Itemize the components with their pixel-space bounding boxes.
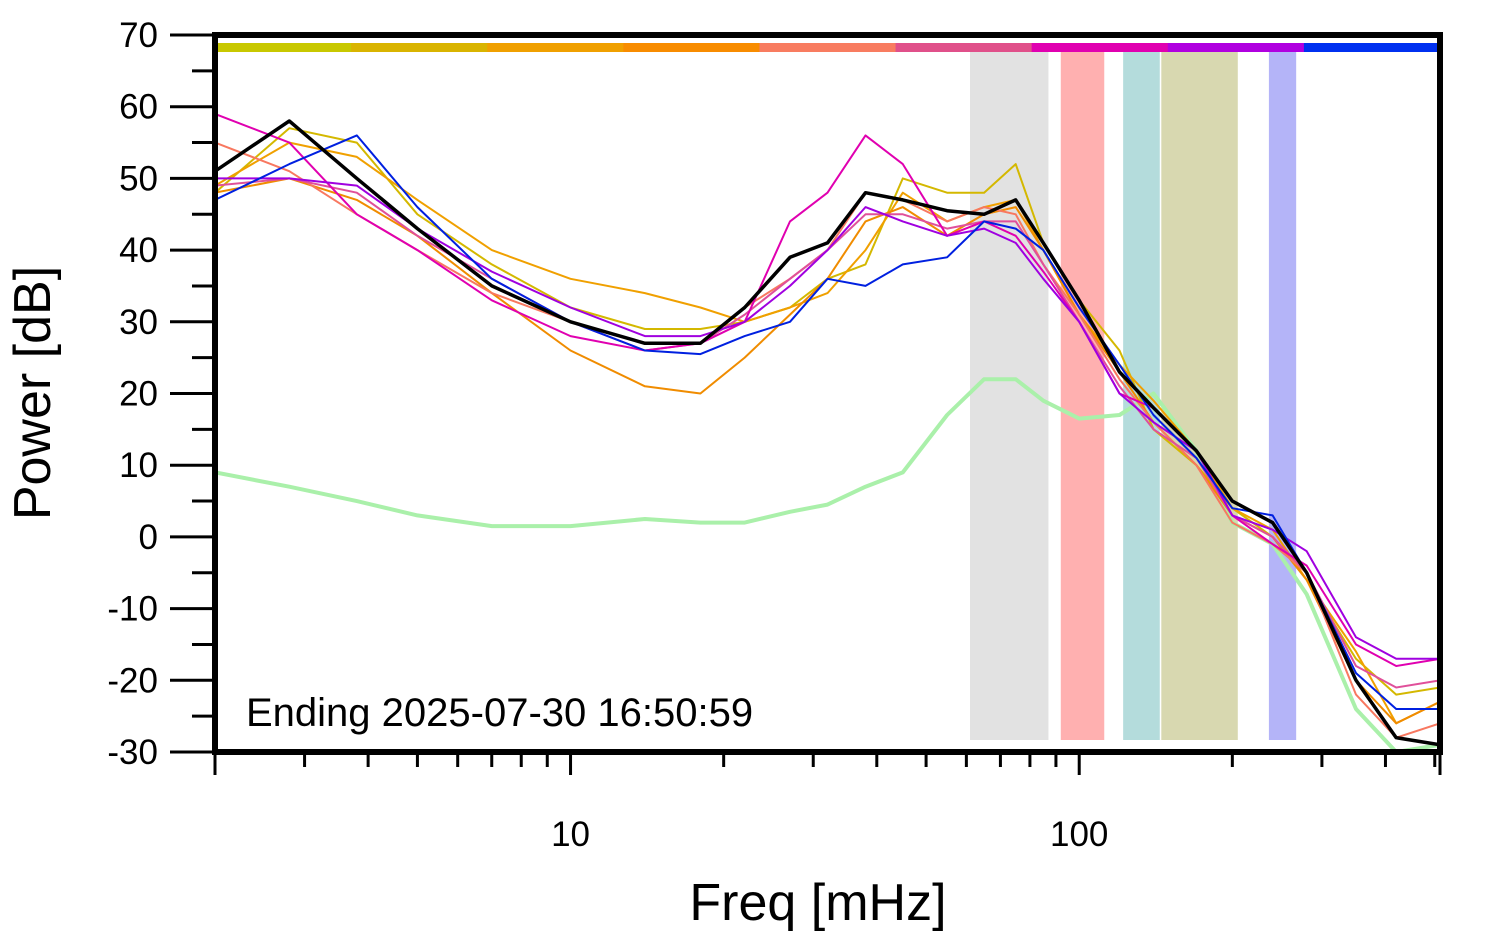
color-bar-segment	[487, 43, 624, 52]
x-tick-label: 10	[551, 815, 590, 854]
color-bar-segment	[1167, 43, 1305, 52]
series-line	[215, 177, 1440, 725]
series-line	[215, 119, 1440, 747]
y-tick-label: -30	[107, 733, 158, 772]
y-tick-label: -20	[107, 661, 158, 700]
y-tick-label: 10	[119, 446, 158, 485]
series-line	[215, 177, 1440, 689]
series-line	[215, 141, 1440, 725]
y-tick-label: 20	[119, 375, 158, 414]
band	[1161, 52, 1238, 740]
annotation: Ending 2025-07-30 16:50:59	[246, 691, 753, 735]
series-line	[215, 141, 1440, 739]
x-axis-label: Freq [mHz]	[689, 874, 946, 932]
y-tick-label: 60	[119, 88, 158, 127]
color-bar-segment	[759, 43, 897, 52]
series-line	[215, 127, 1440, 696]
y-tick-label: 0	[139, 518, 158, 557]
y-tick-label: 70	[119, 16, 158, 55]
color-bar-segment	[215, 43, 352, 52]
color-bar-segment	[1303, 43, 1441, 52]
series-line	[215, 112, 1440, 667]
y-tick-label: 40	[119, 231, 158, 270]
band	[1268, 52, 1297, 740]
y-tick-label: -10	[107, 590, 158, 629]
color-bar-segment	[1031, 43, 1169, 52]
plot-frame	[212, 32, 1443, 755]
band	[1060, 52, 1105, 740]
color-bar-segment	[351, 43, 488, 52]
lines	[215, 112, 1440, 752]
x-tick-label: 100	[1050, 815, 1108, 854]
series-line	[215, 134, 1440, 710]
y-tick-label: 30	[119, 303, 158, 342]
color-bar-segment	[895, 43, 1033, 52]
color-bar-segment	[623, 43, 760, 52]
y-axis-label: Power [dB]	[4, 266, 62, 520]
series-line	[215, 177, 1440, 660]
y-tick-label: 50	[119, 159, 158, 198]
